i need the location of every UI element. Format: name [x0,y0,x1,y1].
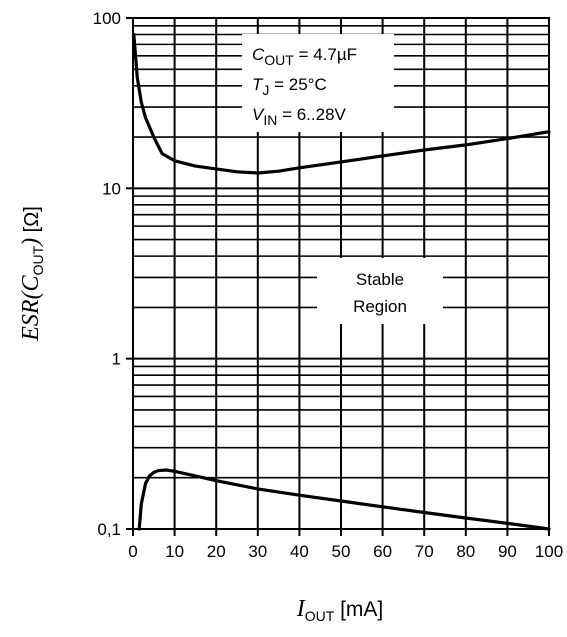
series-line-upper-boundary [132,32,551,175]
series-layer [132,32,551,531]
stable-region-box [317,258,443,324]
y-tick-label: 0,1 [97,520,121,539]
x-axis-title: IOUT [mA] [296,596,384,624]
y-tick-label: 1 [112,350,121,369]
axis-titles: IOUT [mA] ESR(COUT) [Ω] [18,206,383,624]
y-tick-label: 10 [102,179,121,198]
x-tick-label: 50 [332,542,351,561]
y-axis-title: ESR(COUT) [Ω] [18,206,46,342]
x-tick-label: 80 [456,542,475,561]
series-line-lower-boundary [137,468,551,531]
stable-region-label-line2: Region [353,297,407,316]
x-tick-label: 60 [373,542,392,561]
conditions-box [242,34,394,132]
x-tick-label: 40 [290,542,309,561]
x-tick-label: 0 [128,542,137,561]
condition-out: COUT = 4.7µF [252,45,357,68]
y-tick-label: 100 [93,9,121,28]
x-tick-label: 90 [498,542,517,561]
x-tick-label: 100 [535,542,563,561]
stable-region-label-line1: Stable [356,270,404,289]
x-tick-label: 70 [415,542,434,561]
x-tick-label: 10 [165,542,184,561]
condition-j: TJ = 25°C [252,75,327,98]
x-tick-label: 30 [248,542,267,561]
condition-in: VIN = 6..28V [252,105,347,128]
annotations: COUT = 4.7µF TJ = 25°C VIN = 6..28V Stable R… [242,34,443,324]
tick-labels: 0 10 20 30 40 50 60 70 80 90 100 0,1 1 10 100 [93,9,564,561]
x-tick-label: 20 [207,542,226,561]
